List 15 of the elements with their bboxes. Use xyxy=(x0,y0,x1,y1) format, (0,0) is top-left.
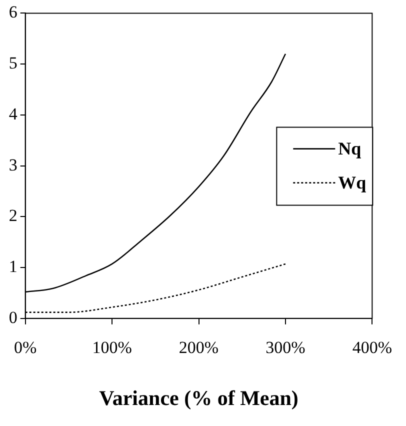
x-tick-label: 200% xyxy=(178,338,219,358)
y-tick-label: 5 xyxy=(8,54,18,73)
x-tick-label: 100% xyxy=(92,338,132,358)
y-tick-label: 3 xyxy=(8,155,18,174)
x-axis-title: Variance (% of Mean) xyxy=(99,386,298,410)
y-tick-label: 4 xyxy=(8,104,18,124)
legend-label: Wq xyxy=(338,172,366,192)
y-tick-label: 1 xyxy=(8,257,18,276)
y-tick-label: 6 xyxy=(8,2,18,22)
y-tick-label: 0 xyxy=(8,308,18,327)
x-tick-label: 300% xyxy=(266,338,306,358)
legend-label: Nq xyxy=(338,138,362,158)
x-tick-label: 400% xyxy=(352,338,392,358)
y-tick-label: 2 xyxy=(8,206,18,226)
x-tick-label: 0% xyxy=(14,338,37,358)
